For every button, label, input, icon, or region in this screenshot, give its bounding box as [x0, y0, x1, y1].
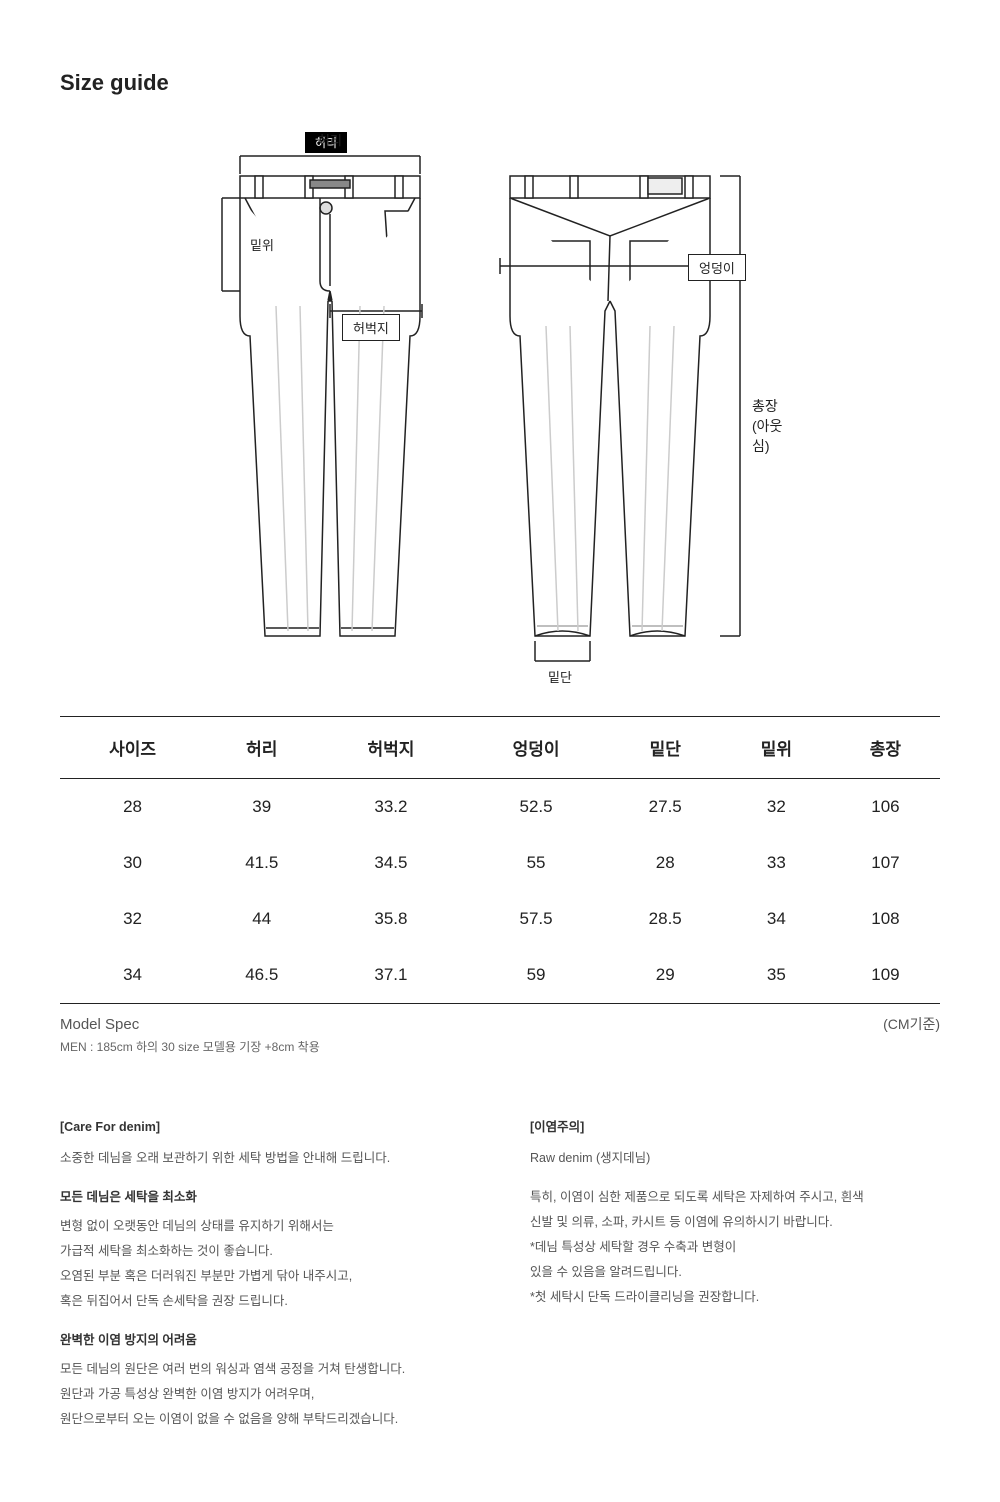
col-waist: 허리: [205, 717, 318, 779]
care-text: 오염된 부분 혹은 더러워진 부분만 가볍게 닦아 내주시고,: [60, 1264, 470, 1289]
care-text: *데님 특성상 세탁할 경우 수축과 변형이: [530, 1235, 940, 1260]
care-right-column: [이염주의] Raw denim (생지데님) 특히, 이염이 심한 제품으로 …: [530, 1115, 940, 1432]
care-text: Raw denim (생지데님): [530, 1146, 940, 1171]
care-text: 가급적 세탁을 최소화하는 것이 좋습니다.: [60, 1239, 470, 1264]
page-title: Size guide: [60, 70, 940, 96]
col-len: 총장: [831, 717, 940, 779]
col-thigh: 허벅지: [318, 717, 463, 779]
hip-label: 엉덩이: [688, 254, 746, 281]
model-spec-detail: MEN : 185cm 하의 30 size 모델용 기장 +8cm 착용: [60, 1038, 940, 1055]
care-text: 변형 없이 오랫동안 데님의 상태를 유지하기 위해서는: [60, 1214, 470, 1239]
care-subheading: 모든 데님은 세탁을 최소화: [60, 1185, 470, 1210]
care-text: 신발 및 의류, 소파, 카시트 등 이염에 유의하시기 바랍니다.: [530, 1210, 940, 1235]
unit-label: (CM기준): [883, 1014, 940, 1034]
table-header-row: 사이즈 허리 허벅지 엉덩이 밑단 밑위 총장: [60, 717, 940, 779]
table-row: 3041.534.5552833107: [60, 835, 940, 891]
waist-label-text: 허리: [318, 133, 342, 148]
care-text: *첫 세탁시 단독 드라이클리닝을 권장합니다.: [530, 1285, 940, 1310]
care-text: 혹은 뒤집어서 단독 손세탁을 권장 드립니다.: [60, 1289, 470, 1314]
size-table: 사이즈 허리 허벅지 엉덩이 밑단 밑위 총장 283933.252.527.5…: [60, 716, 940, 1004]
care-text: 있을 수 있음을 알려드립니다.: [530, 1260, 940, 1285]
hem-label: 밑단: [538, 664, 582, 689]
col-rise: 밑위: [722, 717, 831, 779]
care-subheading: 완벽한 이염 방지의 어려움: [60, 1328, 470, 1353]
table-row: 324435.857.528.534108: [60, 891, 940, 947]
pants-front-svg: [210, 136, 450, 656]
care-text: 소중한 데님을 오래 보관하기 위한 세탁 방법을 안내해 드립니다.: [60, 1146, 470, 1171]
col-hip: 엉덩이: [463, 717, 608, 779]
col-size: 사이즈: [60, 717, 205, 779]
thigh-label: 허벅지: [342, 314, 400, 341]
pants-back-svg: [490, 136, 790, 696]
care-text: 원단으로부터 오는 이염이 없을 수 없음을 양해 부탁드리겠습니다.: [60, 1407, 470, 1432]
model-spec-title: Model Spec: [60, 1016, 139, 1033]
care-left-column: [Care For denim] 소중한 데님을 오래 보관하기 위한 세탁 방…: [60, 1115, 470, 1432]
col-hem: 밑단: [609, 717, 722, 779]
care-text: 원단과 가공 특성상 완벽한 이염 방지가 어려우며,: [60, 1382, 470, 1407]
table-row: 3446.537.1592935109: [60, 947, 940, 1004]
care-section: [Care For denim] 소중한 데님을 오래 보관하기 위한 세탁 방…: [60, 1115, 940, 1432]
model-spec-row: Model Spec (CM기준): [60, 1014, 940, 1034]
pants-back-diagram: 엉덩이 밑단 총장(아웃심): [490, 136, 790, 696]
size-diagram: 허리 밑위 허벅지 허리: [60, 136, 940, 696]
care-text: 특히, 이염이 심한 제품으로 되도록 세탁은 자제하여 주시고, 흰색: [530, 1185, 940, 1210]
rise-label: 밑위: [240, 232, 284, 257]
outseam-label: 총장(아웃심): [752, 396, 790, 456]
care-text: 모든 데님의 원단은 여러 번의 워싱과 염색 공정을 거쳐 탄생합니다.: [60, 1357, 470, 1382]
pants-front-diagram: 허리 밑위 허벅지 허리: [210, 136, 450, 656]
table-row: 283933.252.527.532106: [60, 779, 940, 836]
care-heading: [Care For denim]: [60, 1115, 470, 1140]
care-heading: [이염주의]: [530, 1115, 940, 1140]
